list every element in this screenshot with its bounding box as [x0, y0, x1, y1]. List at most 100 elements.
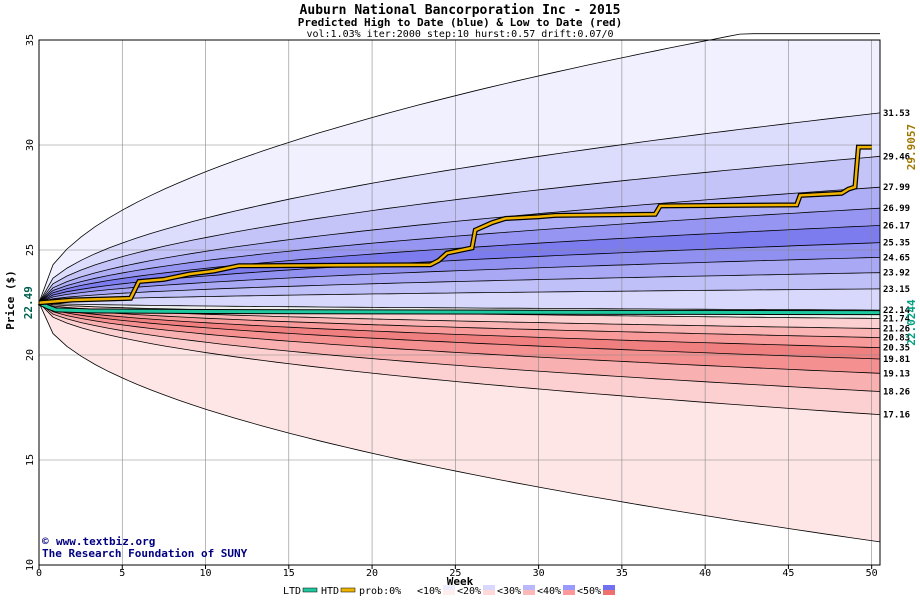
- probability-band: [39, 112, 880, 303]
- legend-swatch-red: [483, 590, 495, 595]
- band-line: [38, 302, 881, 348]
- legend-swatch-red: [523, 590, 535, 595]
- axes: 0 5 10 15 20 25 30 35 40 45 50 10 15 20 25 30 35: [25, 34, 881, 579]
- band-line: [38, 186, 881, 303]
- legend-swatch-red: [603, 590, 615, 595]
- legend-label: <30%: [497, 586, 521, 597]
- band-end-value-label: 31.53: [883, 109, 910, 119]
- band-line: [38, 257, 881, 304]
- ltd-line: [38, 301, 881, 315]
- watermark-org: The Research Foundation of SUNY: [42, 547, 248, 560]
- y-tick-label: 35: [25, 34, 36, 46]
- y-tick-label: 10: [25, 559, 36, 571]
- band-end-value-label: 23.15: [883, 285, 910, 295]
- band-line: [38, 155, 881, 303]
- band-end-value-label: 20.83: [883, 334, 910, 344]
- probability-band: [39, 288, 880, 311]
- legend-label: <50%: [577, 586, 601, 597]
- band-boundary-lines: [38, 33, 881, 543]
- band-line: [38, 302, 881, 543]
- y-tick-label: 20: [25, 349, 36, 361]
- chart-params: vol:1.03% iter:2000 step:10 hurst:0.57 d…: [306, 29, 613, 40]
- band-end-value-label: 27.99: [883, 183, 910, 193]
- x-tick-label: 25: [449, 568, 461, 579]
- band-end-value-label: 21.74: [883, 314, 911, 324]
- probability-band: [39, 272, 880, 303]
- legend-label: <10%: [417, 586, 441, 597]
- probability-band: [39, 242, 880, 303]
- band-line: [38, 302, 881, 392]
- band-end-value-label: 29.46: [883, 152, 910, 162]
- probability-band: [39, 302, 880, 348]
- band-line: [38, 207, 881, 304]
- legend-swatch-red: [563, 590, 575, 595]
- probability-bands: [39, 40, 880, 565]
- x-tick-label: 15: [283, 568, 295, 579]
- band-end-value-label: 20.35: [883, 344, 910, 354]
- band-end-value-label: 17.16: [883, 411, 910, 421]
- legend-swatch-red: [403, 590, 415, 595]
- x-axis-label: Week: [447, 575, 474, 588]
- legend: LTD HTD prob:0% <10% <20% <30% <40% <50%: [283, 585, 615, 597]
- band-end-value-label: 19.13: [883, 369, 910, 379]
- legend-label: LTD: [283, 586, 301, 597]
- band-line: [38, 302, 881, 311]
- legend-swatch-blue: [443, 585, 455, 590]
- legend-label: prob:0%: [359, 586, 401, 597]
- probability-band: [39, 302, 880, 359]
- x-tick-label: 5: [119, 568, 125, 579]
- band-end-value-label: 26.17: [883, 221, 910, 231]
- copyright-icon: ©: [42, 535, 49, 548]
- probability-band: [39, 302, 880, 415]
- start-price-label: 22.49: [22, 286, 35, 319]
- band-end-value-label: 24.65: [883, 253, 910, 263]
- x-tick-label: 0: [36, 568, 42, 579]
- band-line: [38, 302, 881, 360]
- lower-white-area: [39, 302, 880, 565]
- band-end-value-label: 22.14: [883, 306, 911, 316]
- ltd-end-label: 22.0244: [905, 299, 918, 346]
- probability-band: [39, 208, 880, 303]
- band-line: [38, 302, 881, 415]
- probability-band: [39, 302, 880, 392]
- band-end-value-label: 23.92: [883, 269, 910, 279]
- legend-swatch-red: [443, 590, 455, 595]
- band-line: [38, 272, 881, 304]
- x-tick-label: 45: [782, 568, 794, 579]
- band-end-value-label: 26.99: [883, 204, 910, 214]
- x-tick-label: 20: [366, 568, 378, 579]
- series-lines: [37, 144, 881, 316]
- legend-swatch-blue: [483, 585, 495, 590]
- legend-swatch-blue: [603, 585, 615, 590]
- band-line: [38, 302, 881, 374]
- band-line: [38, 302, 881, 338]
- x-tick-label: 35: [616, 568, 628, 579]
- x-tick-label: 50: [866, 568, 878, 579]
- band-line: [38, 112, 881, 303]
- y-tick-label: 30: [25, 139, 36, 151]
- probability-band: [39, 302, 880, 329]
- watermark: © www.textbiz.org The Research Foundatio…: [42, 535, 248, 560]
- plot-frame: [38, 39, 881, 566]
- x-tick-label: 30: [533, 568, 545, 579]
- band-line: [38, 288, 881, 304]
- legend-swatch: [302, 587, 318, 593]
- y-axis-label: Price ($): [4, 270, 17, 330]
- probability-band: [39, 302, 880, 338]
- legend-label: HTD: [321, 586, 339, 597]
- probability-band: [39, 156, 880, 303]
- legend-swatch-blue: [523, 585, 535, 590]
- band-line: [38, 33, 880, 303]
- legend-label: <20%: [457, 586, 481, 597]
- probability-band: [39, 40, 880, 303]
- legend-label: <40%: [537, 586, 561, 597]
- band-end-value-label: 19.81: [883, 355, 910, 365]
- upper-white-area: [39, 40, 880, 303]
- legend-swatch: [340, 587, 356, 593]
- watermark-site: www.textbiz.org: [56, 535, 155, 548]
- y-tick-label: 15: [25, 454, 36, 466]
- legend-swatch-blue: [563, 585, 575, 590]
- htd-end-label: 29.9057: [905, 124, 918, 170]
